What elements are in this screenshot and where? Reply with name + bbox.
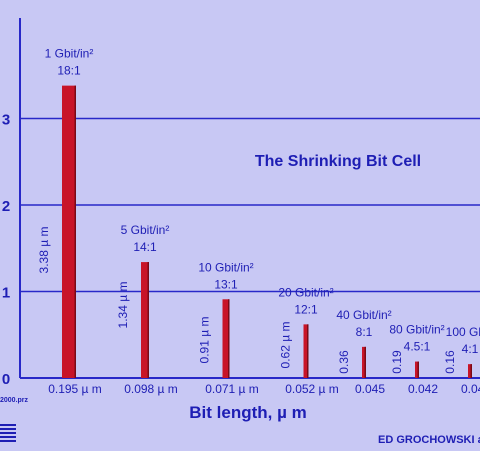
bar [362,346,366,378]
value-label: 0.62 µ m [279,322,293,369]
x-tick-label: 0.098 µ m [124,382,178,396]
value-label: 0.91 µ m [198,317,212,364]
bar [62,85,76,378]
density-label: 40 Gbit/in² [336,308,391,322]
density-label: 20 Gbit/in² [278,285,333,299]
ratio-label: 12:1 [294,302,318,316]
y-tick-label: 3 [2,112,10,129]
bar-shadow [147,262,149,378]
bar [141,262,149,378]
density-label: 5 Gbit/in² [121,223,170,237]
value-label: 0.16 [443,350,457,374]
value-label: 1.34 µ m [116,282,130,329]
y-tick-label: 0 [2,371,10,388]
value-label: 0.36 [337,350,351,374]
file-name: 2000.prz [0,397,29,404]
ratio-label: 18:1 [57,64,81,78]
x-tick-label: 0.045 [355,382,385,396]
density-label: 10 Gbit/in² [198,260,253,274]
bars [62,85,472,378]
credit-text: ED GROCHOWSKI a [378,434,480,446]
bar-shadow [470,364,472,378]
bar-shadow [417,361,419,378]
x-tick-label: 0.052 µ m [285,382,339,396]
ratio-label: 13:1 [214,277,238,291]
ratio-label: 4:1 [462,342,479,356]
y-tick-label: 1 [2,285,10,302]
chart-title: The Shrinking Bit Cell [255,153,421,170]
x-tick-label: 0.071 µ m [205,382,259,396]
density-label: 80 Gbit/in² [389,323,444,337]
x-axis-label: Bit length, µ m [189,403,306,422]
density-label: 1 Gbit/in² [45,47,94,61]
x-tick-label: 0.042 [408,382,438,396]
ratio-label: 8:1 [356,325,373,339]
bar [415,361,419,378]
ratio-label: 4.5:1 [404,340,431,354]
bar [468,364,472,378]
bar-shadow [228,299,230,378]
x-tick-label: 0.041 [461,382,480,396]
bar-shadow [307,324,309,378]
ratio-label: 14:1 [133,240,157,254]
density-label: 100 Gbit/ [446,325,480,339]
y-tick-label: 2 [2,198,10,215]
grid-lines [19,18,480,379]
bar [222,299,230,378]
bar-shadow [74,85,76,378]
ibm-logo-icon [0,424,16,442]
value-label: 3.38 µ m [37,227,51,274]
bar [303,324,309,378]
labels: 0 1 2 3 0.195 µ m 3.38 µ m 1 Gbit/in² 18:1 0.098… [2,47,480,396]
value-label: 0.19 [390,350,404,374]
x-tick-label: 0.195 µ m [48,382,102,396]
bar-shadow [364,346,366,378]
